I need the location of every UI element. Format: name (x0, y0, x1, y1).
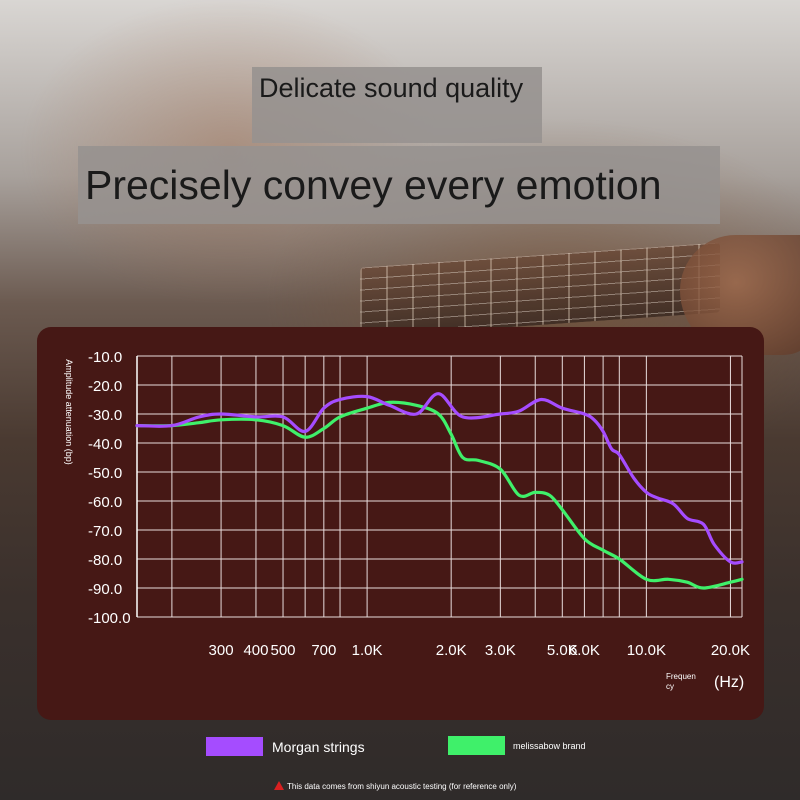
y-tick-label: -30.0 (88, 407, 122, 424)
x-axis-title-small-line1: Frequen (666, 672, 696, 681)
series-line-morgan (135, 392, 744, 565)
x-tick-label: 3.0K (485, 642, 516, 659)
y-axis-title: Amplitude attenuation (bp) (64, 359, 74, 465)
y-tick-label: -90.0 (88, 581, 122, 598)
x-tick-label: 10.0K (627, 642, 666, 659)
x-tick-label: 400 (243, 642, 268, 659)
warning-icon (274, 781, 284, 790)
x-tick-label: 700 (311, 642, 336, 659)
y-tick-label: -70.0 (88, 523, 122, 540)
x-axis-title-small-line2: cy (666, 682, 674, 691)
title-text: Precisely convey every emotion (85, 162, 662, 208)
subtitle-box: Delicate sound quality (252, 67, 542, 143)
x-axis-title-unit: (Hz) (714, 674, 744, 691)
x-tick-label: 300 (209, 642, 234, 659)
x-tick-label: 6.0K (569, 642, 600, 659)
x-tick-label: 500 (271, 642, 296, 659)
title-box: Precisely convey every emotion (78, 146, 720, 224)
chart-panel (37, 327, 764, 720)
x-tick-label: 5.0K (547, 642, 578, 659)
footnote-text: This data comes from shiyun acoustic tes… (287, 782, 517, 791)
x-tick-label: 2.0K (436, 642, 467, 659)
y-tick-label: -10.0 (88, 349, 122, 366)
legend-label-morgan: Morgan strings (272, 739, 365, 755)
x-tick-label: 1.0K (352, 642, 383, 659)
series-line-melissabow (135, 400, 744, 590)
y-tick-label: -60.0 (88, 494, 122, 511)
y-tick-label: -80.0 (88, 552, 122, 569)
y-tick-label: -20.0 (88, 378, 122, 395)
subtitle-text: Delicate sound quality (259, 73, 524, 103)
legend-swatch-morgan (206, 737, 263, 756)
footnote: This data comes from shiyun acoustic tes… (274, 781, 516, 791)
y-tick-label: -100.0 (88, 610, 131, 627)
y-tick-label: -50.0 (88, 465, 122, 482)
legend-swatch-melissabow (448, 736, 505, 755)
legend-label-melissabow: melissabow brand (513, 741, 586, 751)
x-tick-label: 20.0K (711, 642, 750, 659)
y-tick-label: -40.0 (88, 436, 122, 453)
